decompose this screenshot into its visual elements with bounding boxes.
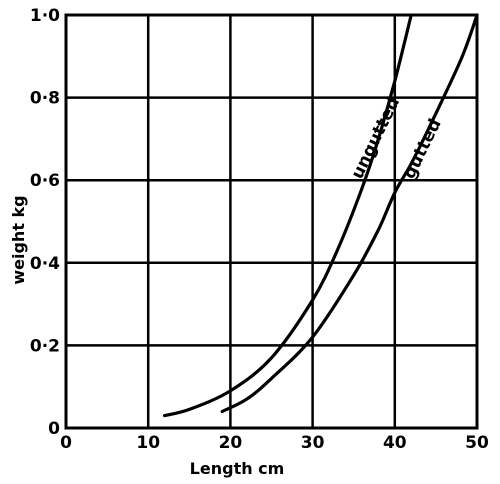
y-tick-label: 0·6 [30, 171, 60, 191]
x-tick-label: 20 [219, 433, 243, 453]
y-tick-label: 0 [48, 419, 60, 439]
series-line-gutted [220, 13, 479, 414]
y-tick-label: 0·8 [30, 89, 60, 109]
x-tick-label: 50 [465, 433, 489, 453]
y-tick-label: 1·0 [30, 6, 60, 26]
x-tick-label: 40 [383, 433, 407, 453]
x-axis-label: Length cm [190, 459, 285, 478]
series-line-ungutted [163, 13, 413, 418]
x-tick-label: 30 [301, 433, 325, 453]
y-tick-label: 0·2 [30, 336, 60, 356]
x-axis-ticks: 0 10 20 30 40 50 [60, 433, 489, 453]
plot-frame [64, 13, 479, 430]
y-axis-ticks: 0 0·2 0·4 0·6 0·8 1·0 [30, 6, 60, 439]
y-axis-label: weight kg [9, 195, 28, 284]
x-tick-label: 10 [136, 433, 160, 453]
x-tick-label: 0 [60, 433, 72, 453]
series-lines [163, 13, 479, 418]
grid [66, 15, 477, 428]
series-label-gutted: gutted [400, 116, 446, 183]
y-tick-label: 0·4 [30, 254, 60, 274]
